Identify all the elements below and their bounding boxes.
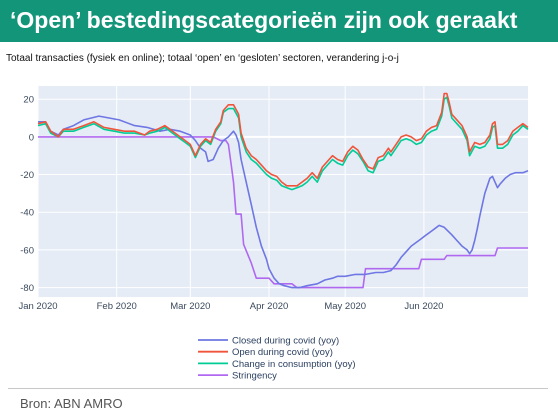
y-tick-label: -40 [20, 208, 34, 219]
x-tick-label: Jan 2020 [18, 301, 57, 312]
x-tick-label: Mar 2020 [170, 301, 210, 312]
y-tick-label: 0 [29, 132, 34, 143]
y-tick-label: 20 [23, 95, 34, 106]
x-tick-label: Apr 2020 [250, 301, 289, 312]
y-tick-label: -60 [20, 245, 34, 256]
legend-label: Stringency [232, 371, 277, 382]
x-tick-label: Jun 2020 [404, 301, 443, 312]
x-tick-label: Feb 2020 [97, 301, 137, 312]
plot-area [38, 86, 528, 297]
series-line-0 [38, 115, 529, 289]
page-title: ‘Open’ bestedingscategorieën zijn ook ge… [10, 7, 518, 33]
divider [8, 388, 548, 389]
chart-subtitle: Totaal transacties (fysiek en online); t… [6, 53, 399, 64]
title-bar: ‘Open’ bestedingscategorieën zijn ook ge… [0, 0, 558, 42]
line-chart: 20 0 -20 -40 -60 -80 Jan 2020 Feb 2020 Mar 2020 A… [18, 86, 529, 382]
series-line-2 [37, 96, 529, 191]
legend-label: Closed during covid (yoy) [232, 336, 339, 347]
x-tick-label: May 2020 [324, 301, 366, 312]
source-note: Bron: ABN AMRO [20, 396, 123, 411]
y-tick-label: -20 [20, 170, 34, 181]
series-line-1 [37, 92, 529, 187]
legend-label: Change in consumption (yoy) [232, 359, 356, 370]
series-line-3 [38, 136, 528, 289]
legend-label: Open during covid (yoy) [232, 347, 333, 358]
y-tick-label: -80 [20, 283, 34, 294]
